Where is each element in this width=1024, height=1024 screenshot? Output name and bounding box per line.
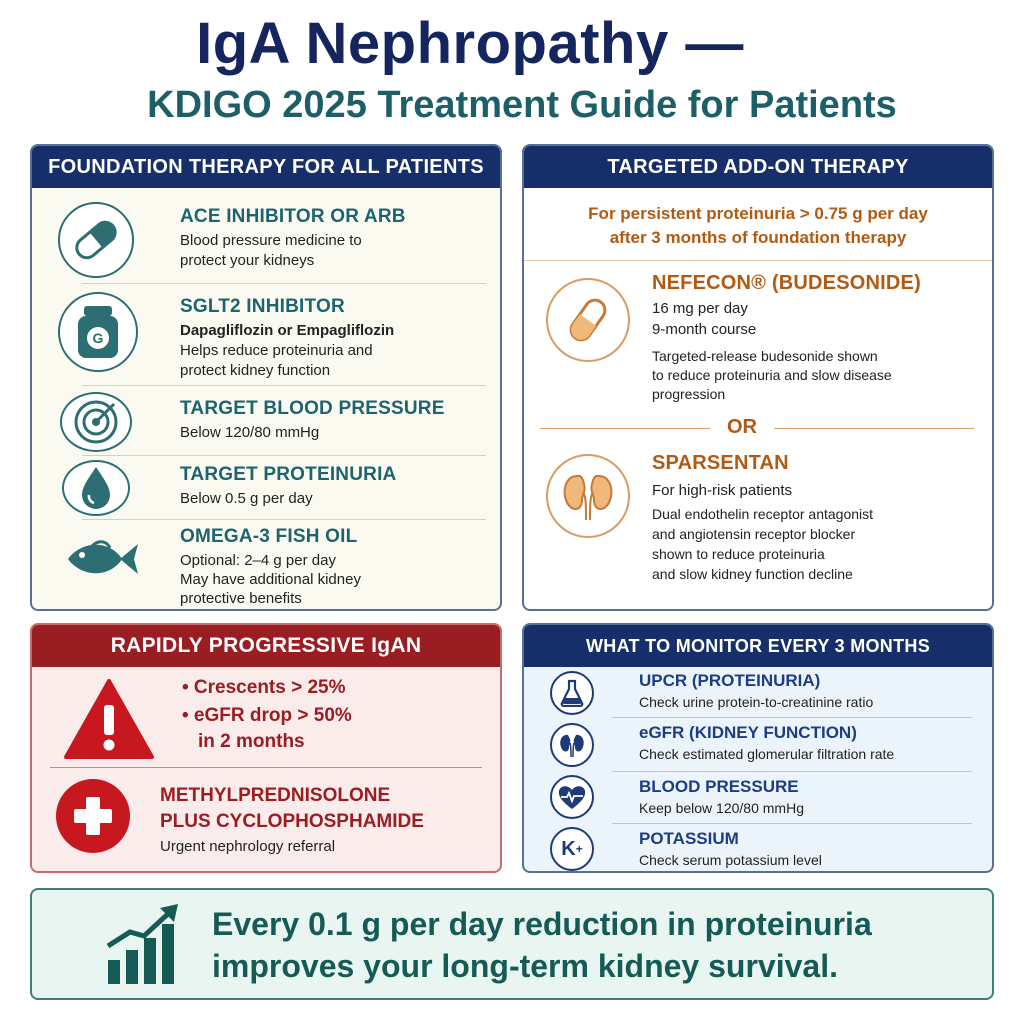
foundation-item-omega3: OMEGA-3 FISH OIL Optional: 2–4 g per day… bbox=[32, 520, 500, 609]
foundation-item-line: May have additional kidney bbox=[180, 571, 361, 588]
rapid-criterion: • eGFR drop > 50% bbox=[182, 705, 352, 726]
monitor-item-desc: Keep below 120/80 mmHg bbox=[639, 800, 804, 816]
foundation-item-title: SGLT2 INHIBITOR bbox=[180, 296, 345, 317]
potassium-symbol: K bbox=[561, 837, 576, 860]
nefecon-course: 9-month course bbox=[652, 321, 757, 338]
warning-icon bbox=[62, 677, 156, 766]
fish-icon bbox=[62, 534, 142, 589]
foundation-item-blood-pressure: TARGET BLOOD PRESSURE Below 120/80 mmHg bbox=[32, 386, 500, 456]
growth-chart-icon bbox=[104, 902, 184, 993]
rapid-note: Urgent nephrology referral bbox=[160, 838, 336, 855]
foundation-item-title: OMEGA-3 FISH OIL bbox=[180, 526, 358, 547]
potassium-icon: K + bbox=[550, 827, 594, 871]
capsule-icon bbox=[546, 278, 630, 362]
rapid-treatment: METHYLPREDNISOLONE bbox=[160, 785, 391, 806]
sparsentan-desc: and slow kidney function decline bbox=[652, 566, 853, 582]
divider bbox=[82, 519, 486, 520]
foundation-item-line: Blood pressure medicine to bbox=[180, 232, 362, 249]
foundation-item-line: protective benefits bbox=[180, 590, 302, 607]
targeted-header: TARGETED ADD-ON THERAPY bbox=[524, 146, 992, 188]
rapidly-progressive-panel: RAPIDLY PROGRESSIVE IgAN • Crescents > 2… bbox=[30, 623, 502, 873]
divider bbox=[50, 767, 482, 768]
flask-icon bbox=[550, 671, 594, 715]
monitor-item-egfr: eGFR (KIDNEY FUNCTION) Check estimated g… bbox=[524, 721, 992, 773]
foundation-item-line: Optional: 2–4 g per day bbox=[180, 552, 336, 569]
sparsentan-line: For high-risk patients bbox=[652, 482, 793, 499]
foundation-item-ace-arb: ACE INHIBITOR OR ARB Blood pressure medi… bbox=[32, 188, 500, 284]
target-icon bbox=[60, 392, 132, 452]
foundation-therapy-panel: FOUNDATION THERAPY FOR ALL PATIENTS ACE … bbox=[30, 144, 502, 611]
divider bbox=[82, 385, 486, 386]
foundation-item-line: Below 0.5 g per day bbox=[180, 490, 313, 507]
targeted-intro: For persistent proteinuria > 0.75 g per … bbox=[588, 204, 928, 223]
foundation-header: FOUNDATION THERAPY FOR ALL PATIENTS bbox=[32, 146, 500, 188]
divider bbox=[524, 260, 992, 261]
rapid-criterion: • Crescents > 25% bbox=[182, 677, 346, 698]
rapid-criterion: in 2 months bbox=[198, 731, 305, 752]
divider bbox=[540, 428, 710, 429]
foundation-item-title: ACE INHIBITOR OR ARB bbox=[180, 206, 406, 227]
droplet-icon bbox=[62, 460, 130, 516]
page-title: IgA Nephropathy — bbox=[196, 11, 744, 76]
monitor-item-upcr: UPCR (PROTEINURIA) Check urine protein-t… bbox=[524, 669, 992, 719]
monitor-header: WHAT TO MONITOR EVERY 3 MONTHS bbox=[524, 625, 992, 667]
heart-pulse-icon bbox=[550, 775, 594, 819]
svg-text:G: G bbox=[93, 330, 104, 346]
monitor-item-title: eGFR (KIDNEY FUNCTION) bbox=[639, 723, 857, 742]
sparsentan-desc: and angiotensin receptor blocker bbox=[652, 526, 856, 542]
foundation-item-title: TARGET PROTEINURIA bbox=[180, 464, 397, 485]
rapid-header: RAPIDLY PROGRESSIVE IgAN bbox=[32, 625, 500, 667]
nefecon-dose: 16 mg per day bbox=[652, 300, 748, 317]
capsule-icon bbox=[58, 202, 134, 278]
monitor-panel: WHAT TO MONITOR EVERY 3 MONTHS UPCR (PRO… bbox=[522, 623, 994, 873]
foundation-item-sglt2: G SGLT2 INHIBITOR Dapagliflozin or Empag… bbox=[32, 284, 500, 386]
potassium-charge: + bbox=[575, 842, 583, 856]
medical-cross-icon bbox=[56, 779, 130, 853]
foundation-item-line: Helps reduce proteinuria and bbox=[180, 342, 373, 359]
rapid-treatment: PLUS CYCLOPHOSPHAMIDE bbox=[160, 811, 424, 832]
sparsentan-desc: shown to reduce proteinuria bbox=[652, 546, 825, 562]
foundation-item-title: TARGET BLOOD PRESSURE bbox=[180, 398, 445, 419]
monitor-item-title: BLOOD PRESSURE bbox=[639, 777, 799, 796]
nefecon-desc: progression bbox=[652, 386, 726, 402]
foundation-item-line: Below 120/80 mmHg bbox=[180, 424, 320, 441]
divider bbox=[774, 428, 974, 429]
pill-bottle-icon: G bbox=[58, 292, 138, 372]
foundation-item-subtitle: Dapagliflozin or Empagliflozin bbox=[180, 322, 395, 339]
monitor-item-potassium: K + POTASSIUM Check serum potassium level bbox=[524, 825, 992, 871]
monitor-item-title: POTASSIUM bbox=[639, 829, 739, 848]
monitor-item-desc: Check urine protein-to-creatinine ratio bbox=[639, 694, 874, 710]
divider bbox=[82, 455, 486, 456]
monitor-item-title: UPCR (PROTEINURIA) bbox=[639, 671, 821, 690]
or-label: OR bbox=[727, 416, 757, 438]
nefecon-desc: Targeted-release budesonide shown bbox=[652, 348, 878, 364]
targeted-therapy-panel: TARGETED ADD-ON THERAPY For persistent p… bbox=[522, 144, 994, 611]
banner-line: Every 0.1 g per day reduction in protein… bbox=[212, 906, 872, 942]
kidneys-icon bbox=[550, 723, 594, 767]
monitor-item-desc: Check serum potassium level bbox=[639, 852, 822, 868]
foundation-item-proteinuria: TARGET PROTEINURIA Below 0.5 g per day bbox=[32, 456, 500, 520]
foundation-item-line: protect kidney function bbox=[180, 362, 331, 379]
sparsentan-desc: Dual endothelin receptor antagonist bbox=[652, 506, 874, 522]
foundation-item-line: protect your kidneys bbox=[180, 252, 315, 269]
divider bbox=[612, 823, 972, 824]
banner-line: improves your long-term kidney survival. bbox=[212, 948, 838, 984]
divider bbox=[612, 717, 972, 718]
page-subtitle: KDIGO 2025 Treatment Guide for Patients bbox=[147, 84, 897, 126]
monitor-item-desc: Check estimated glomerular filtration ra… bbox=[639, 746, 895, 762]
sparsentan-title: SPARSENTAN bbox=[652, 452, 789, 474]
nefecon-desc: to reduce proteinuria and slow disease bbox=[652, 367, 892, 383]
targeted-intro: after 3 months of foundation therapy bbox=[609, 228, 907, 247]
key-message-banner: Every 0.1 g per day reduction in protein… bbox=[30, 888, 994, 1000]
nefecon-title: NEFECON® (BUDESONIDE) bbox=[652, 272, 921, 294]
divider bbox=[82, 283, 486, 284]
divider bbox=[612, 771, 972, 772]
kidneys-icon bbox=[546, 454, 630, 538]
monitor-item-blood-pressure: BLOOD PRESSURE Keep below 120/80 mmHg bbox=[524, 773, 992, 825]
